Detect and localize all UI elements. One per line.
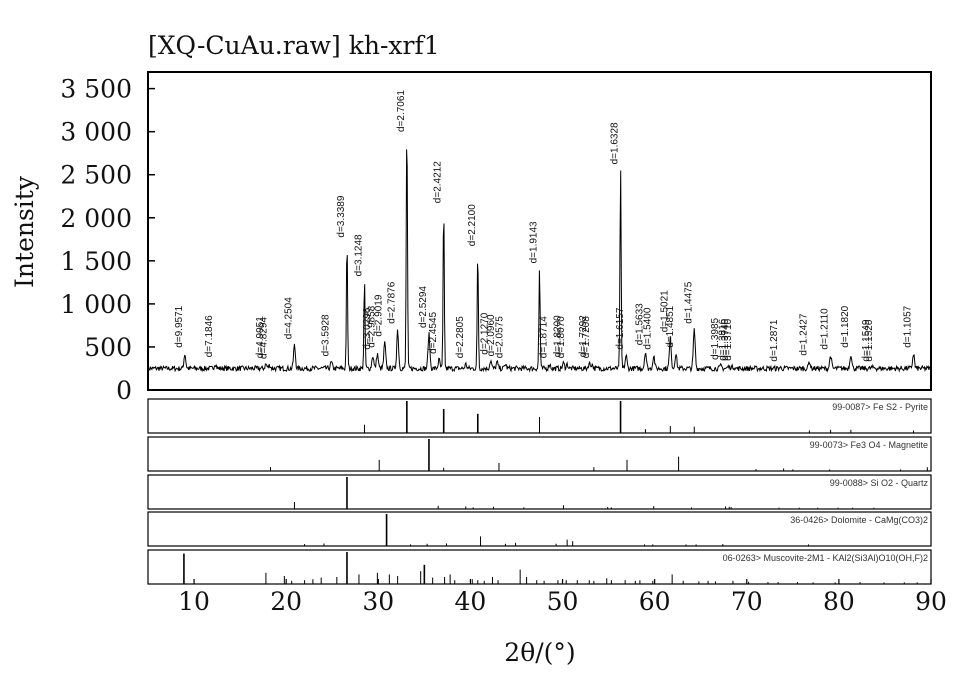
y-tick-label: 0	[116, 376, 132, 405]
peak-label: d=1.2871	[769, 319, 780, 361]
reference-phase-label: 99-0073> Fe3 O4 - Magnetite	[810, 440, 928, 450]
reference-panel-frame	[147, 549, 932, 585]
reference-phase-label: 99-0088> Si O2 - Quartz	[830, 478, 929, 488]
x-tick-label: 80	[823, 587, 855, 616]
peak-label: d=1.5021	[659, 290, 670, 332]
peak-label: d=1.5400	[643, 307, 654, 349]
peak-label: d=1.7208	[581, 316, 592, 358]
peak-label: d=1.3985	[710, 317, 721, 359]
peak-label: d=1.2110	[820, 308, 831, 350]
peak-label: d=1.1057	[903, 305, 914, 347]
peak-label: d=1.5633	[634, 303, 645, 345]
peak-label: d=1.2427	[798, 313, 809, 355]
peak-label: d=1.9143	[529, 221, 540, 263]
peak-label: d=1.6157	[615, 307, 626, 349]
y-tick-label: 2 000	[60, 204, 132, 233]
y-tick-label: 1 000	[60, 290, 132, 319]
peak-label: d=2.2100	[467, 204, 478, 246]
peak-label: d=2.9858	[366, 305, 377, 347]
peak-label: d=2.1270	[480, 312, 491, 354]
x-tick-label: 30	[362, 587, 394, 616]
y-tick-label: 3 000	[60, 118, 132, 147]
x-tick-label: 70	[731, 587, 763, 616]
y-axis-ticks: 0 500 1 000 1 500 2 000 2 500 3 000 3 500	[60, 75, 155, 405]
y-tick-label: 1 500	[60, 247, 132, 276]
y-axis-label: Intensity	[10, 175, 39, 288]
peak-label: d=1.8070	[556, 316, 567, 358]
x-tick-label: 20	[270, 587, 302, 616]
diffraction-pattern-panel: 0 500 1 000 1 500 2 000 2 500 3 000 3 500 d=9.9…	[60, 71, 932, 405]
peak-label: d=4.2504	[284, 297, 295, 339]
peak-label: d=1.3816	[717, 318, 728, 360]
x-axis-label: 2θ/(°)	[504, 638, 575, 667]
chart-title: [XQ-CuAu.raw] kh-xrf1	[148, 31, 440, 60]
peak-label: d=7.1846	[204, 315, 215, 357]
reference-panel: 99-0073> Fe3 O4 - Magnetite	[147, 436, 932, 472]
reference-panel: 36-0426> Dolomite - CaMg(CO3)2	[147, 511, 932, 547]
x-tick-label: 40	[455, 587, 487, 616]
peak-label: d=2.0960	[486, 314, 497, 356]
peak-label: d=3.3389	[336, 195, 347, 237]
reference-phase-label: 06-0263> Muscovite-2M1 - KAl2(Si3Al)O10(…	[723, 553, 928, 563]
reference-panel-frame	[147, 474, 932, 510]
reference-panel: 06-0263> Muscovite-2M1 - KAl2(Si3Al)O10(…	[147, 549, 932, 585]
reference-panel: 99-0087> Fe S2 - Pyrite	[147, 398, 932, 434]
peak-label: d=4.8294	[259, 317, 270, 359]
peak-label: d=4.9951	[255, 316, 266, 358]
peak-label: d=2.4212	[433, 161, 444, 203]
peak-label: d=2.9019	[374, 294, 385, 336]
peak-label: d=1.1549	[861, 319, 872, 361]
peak-label: d=3.0296	[362, 307, 373, 349]
x-tick-label: 10	[178, 587, 210, 616]
peak-label: d=2.2805	[455, 316, 466, 358]
reference-panel-frame	[147, 436, 932, 472]
reference-phase-panels: 99-0087> Fe S2 - Pyrite 99-0073> Fe3 O4 -…	[147, 398, 932, 585]
peak-label: d=3.5928	[320, 314, 331, 356]
x-tick-label: 50	[547, 587, 579, 616]
reference-phase-label: 36-0426> Dolomite - CaMg(CO3)2	[790, 515, 928, 525]
peak-label: d=2.5294	[418, 286, 429, 328]
peak-label: d=1.3740	[720, 318, 731, 360]
x-tick-label: 60	[639, 587, 671, 616]
peak-label: d=1.4475	[683, 281, 694, 323]
reference-panel-frame	[147, 511, 932, 547]
peak-label: d=1.1520	[864, 319, 875, 361]
peak-label: d=1.7292	[578, 315, 589, 357]
peak-label: d=2.0575	[494, 316, 505, 358]
reference-panel: 99-0088> Si O2 - Quartz	[147, 474, 932, 510]
peak-label: d=9.9571	[174, 305, 185, 347]
peak-label: d=2.4545	[428, 311, 439, 353]
peak-label: d=3.1248	[354, 234, 365, 276]
y-tick-label: 3 500	[60, 75, 132, 104]
peak-label: d=1.3710	[723, 318, 734, 360]
x-axis-ticks: 10 20 30 40 50 60 70 80 90	[178, 579, 947, 616]
diffraction-curve	[147, 149, 932, 373]
plot-frame	[147, 71, 932, 391]
peak-label: d=2.7876	[387, 281, 398, 323]
peak-label: d=2.7061	[396, 90, 407, 132]
peak-label: d=1.4851	[665, 305, 676, 347]
y-tick-label: 2 500	[60, 161, 132, 190]
y-tick-label: 500	[84, 333, 132, 362]
peak-label: d=1.8714	[539, 316, 550, 358]
peak-label: d=1.8200	[553, 315, 564, 357]
reference-phase-label: 99-0087> Fe S2 - Pyrite	[832, 402, 928, 412]
x-tick-label: 90	[915, 587, 947, 616]
peak-label: d=1.1820	[840, 305, 851, 347]
peak-label: d=1.6328	[610, 122, 621, 164]
